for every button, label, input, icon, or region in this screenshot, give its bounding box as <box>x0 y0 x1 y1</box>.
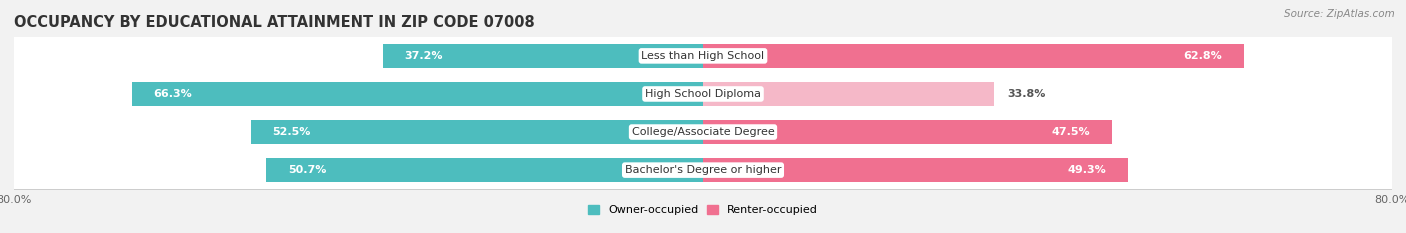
Bar <box>703 158 1128 182</box>
Text: 49.3%: 49.3% <box>1067 165 1107 175</box>
Bar <box>14 37 1392 75</box>
Bar <box>14 151 1392 189</box>
Text: Source: ZipAtlas.com: Source: ZipAtlas.com <box>1284 9 1395 19</box>
Bar <box>250 120 703 144</box>
Text: 62.8%: 62.8% <box>1184 51 1222 61</box>
Text: 47.5%: 47.5% <box>1052 127 1091 137</box>
Bar <box>703 44 1244 68</box>
Text: College/Associate Degree: College/Associate Degree <box>631 127 775 137</box>
Text: Less than High School: Less than High School <box>641 51 765 61</box>
Bar <box>14 113 1392 151</box>
Text: 50.7%: 50.7% <box>288 165 326 175</box>
Text: 37.2%: 37.2% <box>404 51 443 61</box>
Text: Bachelor's Degree or higher: Bachelor's Degree or higher <box>624 165 782 175</box>
Bar <box>266 158 703 182</box>
Bar <box>382 44 703 68</box>
Legend: Owner-occupied, Renter-occupied: Owner-occupied, Renter-occupied <box>583 201 823 220</box>
Bar <box>703 120 1112 144</box>
Text: 66.3%: 66.3% <box>153 89 193 99</box>
Bar <box>132 82 703 106</box>
Text: 52.5%: 52.5% <box>273 127 311 137</box>
Text: OCCUPANCY BY EDUCATIONAL ATTAINMENT IN ZIP CODE 07008: OCCUPANCY BY EDUCATIONAL ATTAINMENT IN Z… <box>14 15 534 30</box>
Text: High School Diploma: High School Diploma <box>645 89 761 99</box>
Bar <box>703 82 994 106</box>
Bar <box>14 75 1392 113</box>
Text: 33.8%: 33.8% <box>1007 89 1046 99</box>
